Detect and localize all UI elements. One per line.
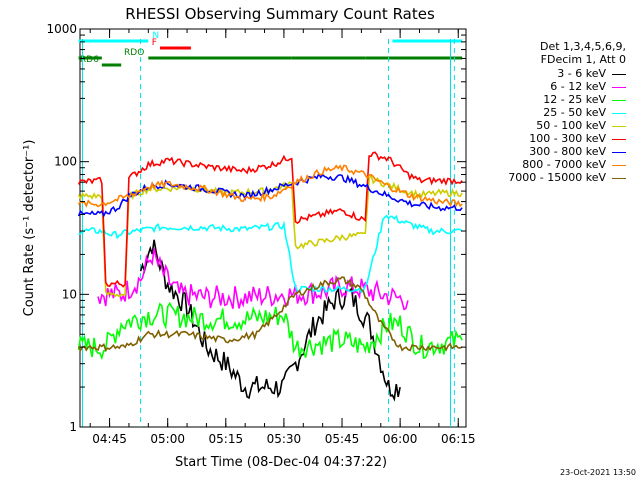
series-line bbox=[139, 239, 401, 402]
x-tick-label: 06:00 bbox=[383, 432, 418, 446]
state-bar-label: RDO bbox=[124, 48, 144, 58]
y-tick-label: 1 bbox=[69, 420, 77, 434]
y-tick-label: 1000 bbox=[46, 22, 77, 36]
series-lines bbox=[77, 151, 463, 402]
chart-title: RHESSI Observing Summary Count Rates bbox=[125, 5, 435, 23]
vertical-marker-lines bbox=[81, 39, 455, 427]
x-axis-ticks: 04:45 05:00 05:15 05:30 05:45 06:00 06:15 bbox=[89, 29, 476, 446]
series-line bbox=[78, 214, 463, 294]
x-tick-label: 05:30 bbox=[267, 432, 302, 446]
y-tick-label: 100 bbox=[54, 155, 77, 169]
x-tick-label: 04:45 bbox=[92, 432, 127, 446]
x-tick-label: 05:45 bbox=[325, 432, 360, 446]
state-bar-label: N bbox=[152, 31, 159, 41]
series-line bbox=[77, 151, 463, 288]
y-tick-label: 10 bbox=[62, 287, 77, 301]
series-line bbox=[97, 248, 409, 311]
instrument-state-bars: NF RDO RD6 bbox=[78, 31, 463, 67]
y-axis-label: Count Rate (s⁻¹ detector⁻¹) bbox=[22, 140, 37, 317]
state-bar-label: F bbox=[152, 38, 157, 48]
series-line bbox=[77, 164, 463, 208]
x-tick-label: 05:00 bbox=[150, 432, 185, 446]
series-line bbox=[77, 276, 463, 352]
x-axis-label: Start Time (08-Dec-04 04:37:22) bbox=[175, 455, 387, 470]
y-axis-ticks: 1 10 100 1000 bbox=[46, 22, 466, 434]
state-bar-label: RD6 bbox=[80, 55, 99, 65]
plot-frame bbox=[79, 28, 467, 428]
x-tick-label: 06:15 bbox=[441, 432, 476, 446]
timestamp: 23-Oct-2021 13:50 bbox=[560, 468, 636, 477]
x-tick-label: 05:15 bbox=[209, 432, 244, 446]
series-line bbox=[77, 301, 463, 361]
